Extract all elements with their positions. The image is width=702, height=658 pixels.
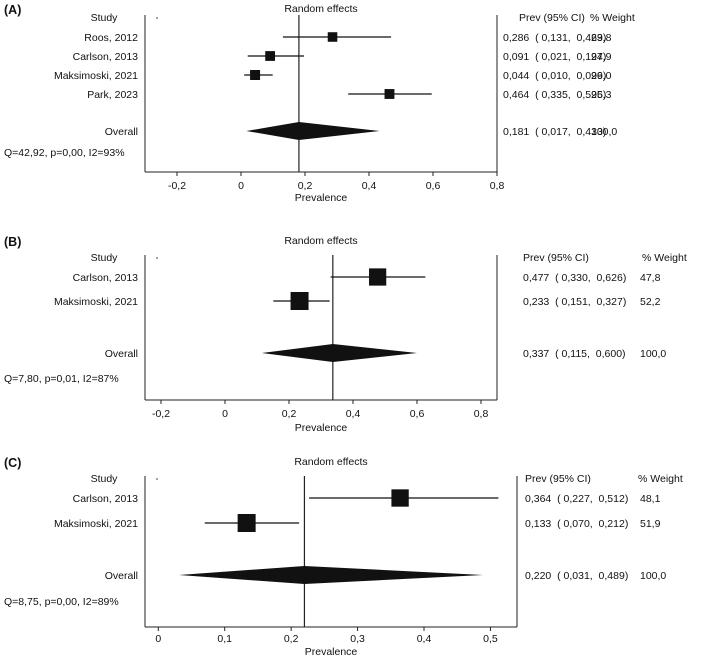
- study-point-estimate: [290, 292, 309, 310]
- study-point-estimate: [250, 70, 261, 80]
- header-dot-marker: [156, 257, 158, 259]
- x-tick-label: 0,2: [298, 180, 313, 192]
- study-weight: 23,8: [591, 32, 612, 44]
- overall-weight: 100,0: [640, 348, 666, 360]
- study-weight: 51,9: [640, 518, 661, 530]
- overall-label: Overall: [105, 348, 138, 360]
- study-label: Maksimoski, 2021: [54, 70, 138, 82]
- x-tick-label: -0,2: [152, 408, 170, 420]
- study-weight: 25,3: [591, 89, 612, 101]
- study-weight: 26,0: [591, 70, 612, 82]
- weight-header: % Weight: [638, 473, 683, 485]
- study-label: Carlson, 2013: [73, 493, 139, 505]
- panel-title: Random effects: [294, 456, 367, 468]
- overall-diamond: [246, 122, 380, 140]
- study-label: Park, 2023: [87, 89, 138, 101]
- x-tick-label: 0,4: [346, 408, 361, 420]
- header-dot-marker: [156, 17, 158, 19]
- study-label: Carlson, 2013: [73, 272, 139, 284]
- study-ci-text: 0,477 ( 0,330, 0,626): [523, 272, 626, 284]
- forest-panel-2: (C) Random effects Study Prev (95% CI) % Wei…: [4, 456, 683, 658]
- study-point-estimate: [265, 51, 276, 61]
- header-dot-marker: [156, 478, 158, 480]
- study-ci-text: 0,133 ( 0,070, 0,212): [525, 518, 628, 530]
- study-weight: 52,2: [640, 296, 661, 308]
- overall-label: Overall: [105, 570, 138, 582]
- overall-diamond: [178, 566, 484, 584]
- x-tick-label: 0: [155, 633, 161, 645]
- x-axis-label: Prevalence: [295, 192, 348, 204]
- overall-weight: 100,0: [591, 126, 617, 138]
- x-tick-label: 0,6: [426, 180, 441, 192]
- x-tick-label: 0: [222, 408, 228, 420]
- study-header: Study: [91, 252, 119, 264]
- panel-label: (A): [4, 3, 21, 17]
- study-ci-text: 0,364 ( 0,227, 0,512): [525, 493, 628, 505]
- x-tick-label: 0,5: [483, 633, 498, 645]
- estimate-header: Prev (95% CI): [523, 252, 589, 264]
- heterogeneity-stats: Q=7,80, p=0,01, I2=87%: [4, 373, 119, 385]
- forest-panel-1: (B) Random effects Study Prev (95% CI) % Wei…: [4, 235, 687, 434]
- x-tick-label: 0,3: [350, 633, 365, 645]
- study-point-estimate: [384, 89, 395, 99]
- study-weight: 47,8: [640, 272, 661, 284]
- study-point-estimate: [391, 489, 409, 507]
- x-tick-label: 0,2: [284, 633, 299, 645]
- study-ci-text: 0,286 ( 0,131, 0,469): [503, 32, 606, 44]
- study-ci-text: 0,044 ( 0,010, 0,099): [503, 70, 606, 82]
- overall-ci-text: 0,181 ( 0,017, 0,433): [503, 126, 606, 138]
- heterogeneity-stats: Q=8,75, p=0,00, I2=89%: [4, 596, 119, 608]
- study-weight: 48,1: [640, 493, 661, 505]
- overall-weight: 100,0: [640, 570, 666, 582]
- x-tick-label: 0,8: [474, 408, 489, 420]
- forest-panel-0: (A) Random effects Study Prev (95% CI) % Wei…: [4, 3, 635, 204]
- x-tick-label: 0,4: [417, 633, 432, 645]
- x-tick-label: 0,1: [217, 633, 232, 645]
- overall-ci-text: 0,220 ( 0,031, 0,489): [525, 570, 628, 582]
- study-header: Study: [91, 473, 119, 485]
- study-ci-text: 0,091 ( 0,021, 0,197): [503, 51, 606, 63]
- weight-header: % Weight: [642, 252, 687, 264]
- panel-label: (B): [4, 235, 21, 249]
- x-tick-label: 0: [238, 180, 244, 192]
- study-label: Carlson, 2013: [73, 51, 139, 63]
- overall-diamond: [261, 344, 417, 362]
- study-point-estimate: [327, 32, 338, 42]
- weight-header: % Weight: [590, 12, 635, 24]
- study-weight: 24,9: [591, 51, 612, 63]
- study-ci-text: 0,233 ( 0,151, 0,327): [523, 296, 626, 308]
- x-tick-label: 0,8: [490, 180, 505, 192]
- overall-label: Overall: [105, 126, 138, 138]
- panel-title: Random effects: [284, 3, 357, 15]
- study-label: Roos, 2012: [84, 32, 138, 44]
- x-axis-label: Prevalence: [295, 422, 348, 434]
- panel-label: (C): [4, 456, 21, 470]
- overall-ci-text: 0,337 ( 0,115, 0,600): [523, 348, 626, 360]
- study-header: Study: [91, 12, 119, 24]
- study-point-estimate: [369, 268, 387, 286]
- study-label: Maksimoski, 2021: [54, 296, 138, 308]
- panel-title: Random effects: [284, 235, 357, 247]
- x-tick-label: 0,6: [410, 408, 425, 420]
- study-point-estimate: [237, 514, 256, 532]
- estimate-header: Prev (95% CI): [519, 12, 585, 24]
- heterogeneity-stats: Q=42,92, p=0,00, I2=93%: [4, 147, 125, 159]
- estimate-header: Prev (95% CI): [525, 473, 591, 485]
- x-tick-label: -0,2: [168, 180, 186, 192]
- x-tick-label: 0,4: [362, 180, 377, 192]
- x-axis-label: Prevalence: [305, 646, 358, 658]
- study-label: Maksimoski, 2021: [54, 518, 138, 530]
- x-tick-label: 0,2: [282, 408, 297, 420]
- study-ci-text: 0,464 ( 0,335, 0,596): [503, 89, 606, 101]
